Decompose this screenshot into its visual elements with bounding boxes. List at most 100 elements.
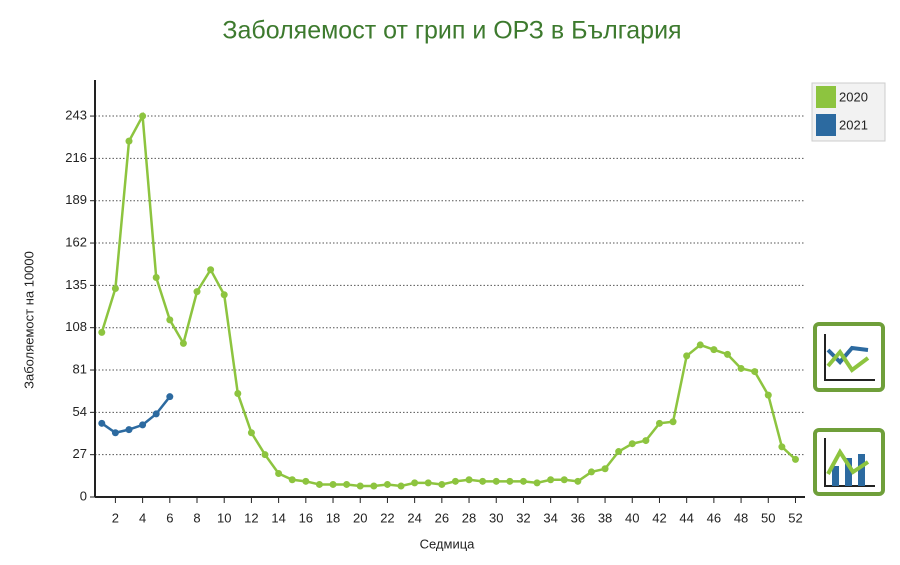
x-tick-label: 4 <box>139 510 146 525</box>
legend: 2020 2021 <box>811 82 886 142</box>
data-point <box>506 477 514 485</box>
x-tick-label: 38 <box>598 510 612 525</box>
data-point <box>560 476 568 484</box>
y-tick-label: 27 <box>73 446 87 461</box>
data-point <box>111 285 119 292</box>
data-point <box>587 468 595 476</box>
data-point <box>98 419 106 427</box>
data-point <box>125 137 133 145</box>
x-tick-label: 52 <box>788 510 802 525</box>
x-tick-label: 30 <box>489 510 503 525</box>
data-point <box>152 274 160 282</box>
data-point <box>696 341 704 349</box>
data-point <box>370 482 378 490</box>
data-point <box>628 440 636 448</box>
x-tick-label: 26 <box>435 510 449 525</box>
data-point <box>193 288 201 296</box>
y-tick-label: 135 <box>65 277 87 292</box>
data-point <box>166 316 174 324</box>
y-tick-label: 162 <box>65 234 87 249</box>
data-point <box>383 480 391 488</box>
data-point <box>451 477 459 485</box>
data-point <box>778 443 786 451</box>
data-point <box>125 426 133 434</box>
data-point <box>356 482 364 490</box>
data-point <box>574 477 582 485</box>
y-tick-label: 108 <box>65 319 87 334</box>
icon-axes <box>824 334 875 381</box>
x-tick-label: 40 <box>625 510 639 525</box>
icon-bar <box>832 466 839 486</box>
data-point <box>655 419 663 427</box>
data-point <box>492 477 500 485</box>
x-tick-label: 18 <box>326 510 340 525</box>
data-point <box>220 291 228 299</box>
data-point <box>519 477 527 485</box>
data-point <box>397 482 405 490</box>
y-axis-label: Заболяемост на 10000 <box>21 251 36 389</box>
x-tick-label: 6 <box>166 510 173 525</box>
data-point <box>791 455 799 463</box>
x-tick-label: 2 <box>112 510 119 525</box>
legend-swatch <box>816 114 836 136</box>
icon-line <box>826 348 870 373</box>
line-chart-button[interactable] <box>813 322 885 392</box>
legend-label: 2020 <box>839 89 868 104</box>
data-point <box>139 112 147 120</box>
data-point <box>723 350 731 358</box>
x-axis-label: Седмица <box>420 536 476 551</box>
data-point <box>751 368 759 376</box>
data-point <box>166 393 174 401</box>
x-tick-label: 32 <box>516 510 530 525</box>
x-tick-label: 10 <box>217 510 231 525</box>
y-tick-label: 216 <box>65 150 87 165</box>
data-point <box>615 448 623 456</box>
data-point <box>764 391 772 399</box>
legend-swatch <box>816 86 836 108</box>
x-tick-label: 34 <box>543 510 557 525</box>
data-point <box>642 437 650 445</box>
x-tick-label: 14 <box>271 510 285 525</box>
y-tick-label: 54 <box>73 404 87 419</box>
legend-label: 2021 <box>839 117 868 132</box>
data-point <box>411 479 419 487</box>
data-point <box>261 451 269 459</box>
data-point <box>601 465 609 473</box>
x-tick-label: 36 <box>571 510 585 525</box>
data-point <box>234 390 242 398</box>
y-tick-label: 243 <box>65 107 87 122</box>
bar-chart-button[interactable] <box>813 428 885 496</box>
data-point <box>737 364 745 372</box>
x-tick-label: 24 <box>407 510 421 525</box>
data-point <box>669 418 677 426</box>
icon-line <box>826 448 870 475</box>
x-tick-label: 46 <box>707 510 721 525</box>
data-point <box>98 328 106 336</box>
data-point <box>329 480 337 488</box>
x-tick-label: 48 <box>734 510 748 525</box>
data-point <box>424 479 432 487</box>
x-tick-label: 20 <box>353 510 367 525</box>
data-point <box>152 410 160 418</box>
x-tick-label: 44 <box>679 510 693 525</box>
data-point <box>302 477 310 485</box>
data-point <box>547 476 555 484</box>
data-point <box>275 469 283 477</box>
data-point <box>179 339 187 347</box>
x-tick-label: 42 <box>652 510 666 525</box>
y-tick-label: 81 <box>73 361 87 376</box>
x-tick-label: 22 <box>380 510 394 525</box>
icon-bar <box>858 454 865 486</box>
x-tick-label: 8 <box>193 510 200 525</box>
icon-bar <box>845 458 852 486</box>
data-point <box>479 477 487 485</box>
data-point <box>207 266 215 274</box>
y-tick-label: 0 <box>80 488 87 503</box>
data-point <box>465 476 473 484</box>
data-point <box>315 480 323 488</box>
data-point <box>683 352 691 360</box>
x-tick-label: 12 <box>244 510 258 525</box>
data-point <box>438 480 446 488</box>
series-line <box>100 111 797 488</box>
